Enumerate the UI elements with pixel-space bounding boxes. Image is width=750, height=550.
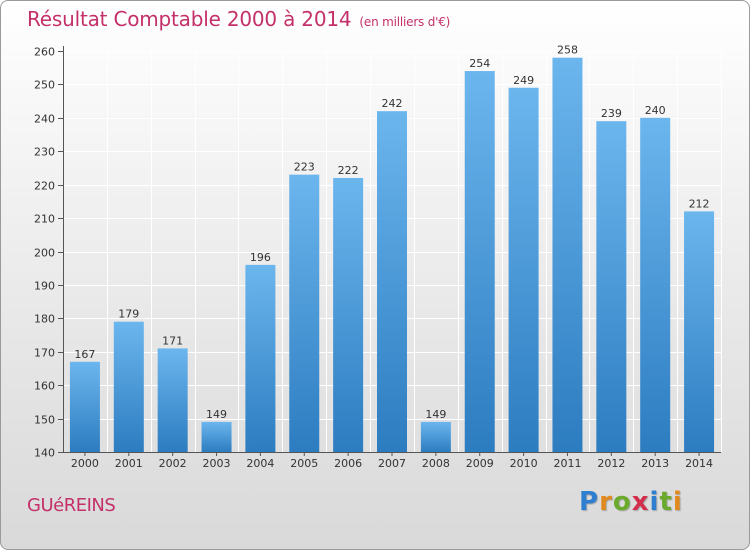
x-tick-label: 2003 [203,457,231,470]
logo-letter: r [599,487,613,517]
x-tick-label: 2002 [159,457,187,470]
data-label: 239 [601,107,622,120]
bar [289,174,320,452]
x-tick-label: 2004 [246,457,274,470]
y-tick-label: 200 [34,247,55,260]
y-tick-label: 230 [34,146,55,159]
logo-letter: i [672,487,683,517]
data-label: 167 [74,348,95,361]
data-label: 179 [118,308,139,321]
data-label: 196 [250,251,271,264]
data-label: 149 [425,408,446,421]
chart-title: Résultat Comptable 2000 à 2014 (en millie… [27,7,450,31]
y-tick-label: 170 [34,347,55,360]
bars [69,57,715,453]
x-tick-label: 2001 [115,457,143,470]
y-tick-label: 190 [34,280,55,293]
data-label: 149 [206,408,227,421]
logo-letter: i [649,487,660,517]
bar [333,177,364,452]
data-label: 222 [338,164,359,177]
y-tick-label: 140 [34,447,55,460]
chart-subtitle: (en milliers d'€) [359,15,451,29]
data-label: 240 [645,104,666,117]
bar [377,111,407,453]
bar [508,87,539,452]
x-tick-label: 2000 [71,457,99,470]
commune-name: GUéREINS [27,495,116,516]
bar [420,421,451,452]
x-tick-label: 2009 [466,457,494,470]
x-tick-label: 2005 [290,457,318,470]
x-tick-label: 2007 [378,457,406,470]
logo-letter: o [612,487,632,517]
bar [596,121,627,453]
bar [69,361,100,452]
bar [201,421,232,452]
title-text: Résultat Comptable 2000 à 2014 [27,7,352,31]
y-tick-label: 250 [34,79,55,92]
data-labels: 167 179 171 149 196 223 222 242 149 254 249 258 239 2… [74,44,709,421]
bar [245,264,276,452]
bar [640,117,671,452]
y-tick-label: 220 [34,180,55,193]
data-label: 249 [513,74,534,87]
x-tick-label: 2011 [553,457,581,470]
proxiti-logo: Proxiti [579,487,683,517]
axes: 140 150 160 170 180 190 200 210 220 230 240 250 260 2… [34,46,721,470]
bar [464,71,495,453]
y-tick-label: 150 [34,414,55,427]
data-label: 254 [469,57,490,70]
x-tick-label: 2013 [641,457,669,470]
logo-letter: t [659,487,673,517]
x-tick-label: 2006 [334,457,362,470]
logo-letter: P [579,487,600,517]
x-tick-label: 2010 [510,457,538,470]
y-tick-label: 210 [34,213,55,226]
y-tick-label: 160 [34,380,55,393]
bar [113,321,144,452]
data-label: 258 [557,44,578,57]
data-label: 171 [162,334,183,347]
bar [157,348,188,452]
bar [684,211,715,452]
data-label: 242 [382,97,403,110]
x-tick-label: 2012 [597,457,625,470]
x-tick-label: 2014 [685,457,713,470]
data-label: 212 [689,197,710,210]
y-tick-label: 260 [34,46,55,59]
y-tick-label: 240 [34,113,55,126]
bar [552,57,583,452]
x-tick-label: 2008 [422,457,450,470]
y-tick-label: 180 [34,313,55,326]
logo-letter: x [631,487,650,517]
data-label: 223 [294,161,315,174]
